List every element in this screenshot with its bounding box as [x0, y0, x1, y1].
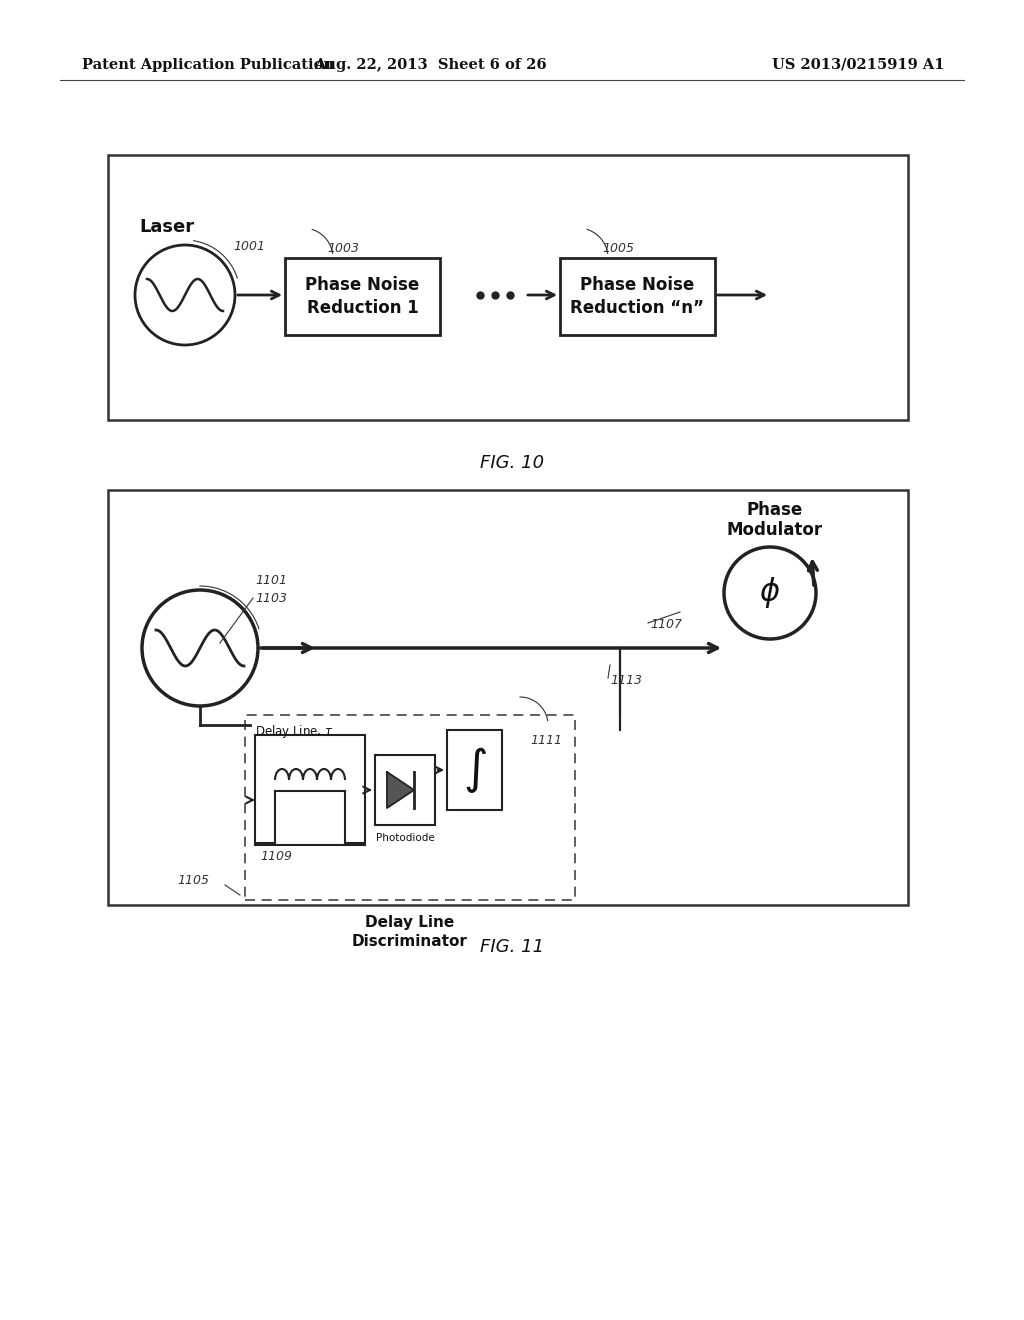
- Text: 1111: 1111: [530, 734, 562, 747]
- Text: 1005: 1005: [602, 242, 634, 255]
- Text: Aug. 22, 2013  Sheet 6 of 26: Aug. 22, 2013 Sheet 6 of 26: [313, 58, 547, 73]
- Text: $\phi$: $\phi$: [760, 576, 780, 610]
- Bar: [447, 730, 502, 810]
- Text: 1107: 1107: [650, 619, 682, 631]
- Text: FIG. 11: FIG. 11: [480, 939, 544, 956]
- Text: Delay Line, $\tau$: Delay Line, $\tau$: [255, 722, 334, 739]
- Text: Patent Application Publication: Patent Application Publication: [82, 58, 334, 73]
- Bar: [560, 257, 715, 335]
- Text: 1001: 1001: [233, 240, 265, 253]
- Text: Phase
Modulator: Phase Modulator: [727, 500, 823, 540]
- Text: Laser: Laser: [139, 218, 195, 236]
- Text: 1103: 1103: [255, 591, 287, 605]
- Bar: [285, 257, 440, 335]
- Bar: [375, 755, 435, 825]
- Text: $\int$: $\int$: [463, 744, 486, 795]
- Text: 1109: 1109: [260, 850, 292, 863]
- Text: FIG. 10: FIG. 10: [480, 454, 544, 473]
- Text: US 2013/0215919 A1: US 2013/0215919 A1: [772, 58, 945, 73]
- Text: Photodiode: Photodiode: [376, 833, 434, 843]
- Text: 1003: 1003: [327, 242, 359, 255]
- Bar: [255, 735, 365, 845]
- Text: Phase Noise
Reduction 1: Phase Noise Reduction 1: [305, 276, 420, 317]
- Polygon shape: [387, 772, 414, 808]
- Text: 1101: 1101: [255, 573, 287, 586]
- Text: Delay Line
Discriminator: Delay Line Discriminator: [352, 915, 468, 949]
- Bar: [108, 154, 908, 420]
- Text: Phase Noise
Reduction “n”: Phase Noise Reduction “n”: [570, 276, 705, 317]
- Bar: [108, 490, 908, 906]
- Text: 1113: 1113: [610, 673, 642, 686]
- Bar: [245, 715, 575, 900]
- Text: 1105: 1105: [177, 874, 209, 887]
